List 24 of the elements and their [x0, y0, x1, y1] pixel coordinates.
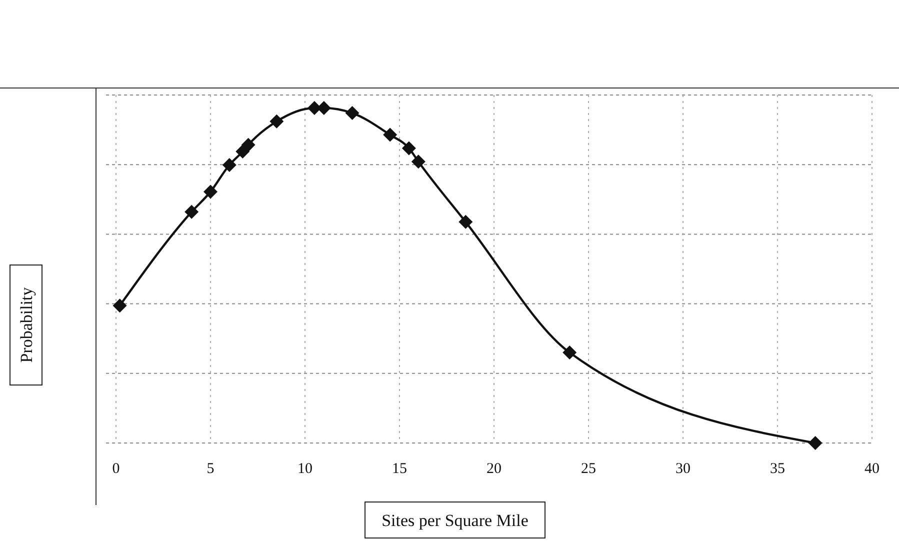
point — [562, 346, 577, 360]
point — [270, 114, 284, 128]
x-tick-label: 35 — [770, 461, 785, 477]
x-tick-label: 15 — [392, 461, 407, 477]
point — [411, 154, 426, 169]
x-axis-title: Sites per Square Mile — [382, 511, 528, 530]
point — [204, 184, 218, 199]
point — [383, 128, 398, 142]
point — [345, 106, 360, 120]
x-tick-label: 20 — [486, 461, 502, 477]
point — [222, 158, 236, 172]
x-tick-label: 0 — [112, 461, 120, 477]
x-tick-label: 10 — [298, 461, 312, 477]
point — [402, 141, 416, 156]
point — [458, 214, 473, 229]
x-tick-label: 5 — [206, 461, 214, 477]
x-tick-label: 30 — [676, 461, 690, 477]
point — [808, 436, 822, 450]
x-tick-label: 40 — [864, 461, 880, 477]
point — [112, 298, 127, 313]
x-tick-label: 25 — [581, 461, 596, 477]
point — [241, 138, 256, 152]
y-axis-title: Probability — [17, 286, 36, 363]
point — [184, 204, 199, 219]
